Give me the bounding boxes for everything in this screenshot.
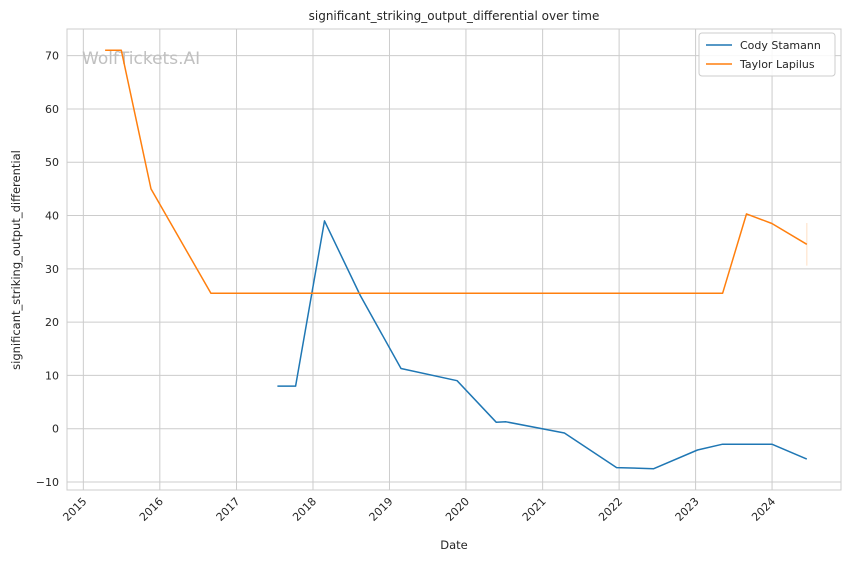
y-tick-label: 20	[45, 316, 59, 329]
chart-title: significant_striking_output_differential…	[309, 9, 600, 23]
x-axis-title: Date	[440, 538, 468, 552]
y-tick-label: 50	[45, 156, 59, 169]
legend-box	[698, 32, 836, 77]
y-tick-label: 0	[52, 423, 59, 436]
x-tick-label: 2018	[290, 495, 319, 524]
watermark: WolfTickets.AI	[82, 49, 200, 69]
plot-area-frame	[66, 28, 842, 491]
y-axis-ticks: −10 0 10 20 30 40 50 60 70	[36, 50, 59, 489]
series-line-taylor-lapilus	[105, 49, 808, 295]
y-tick-label: 40	[45, 210, 59, 223]
x-axis-ticks: 2015 2016 2017 2018 2019 2020 2021 2022 2023 2024	[60, 495, 778, 524]
x-tick-label: 2015	[60, 495, 89, 524]
x-tick-label: 2021	[520, 495, 549, 524]
legend-label-taylor-lapilus: Taylor Lapilus	[739, 58, 815, 71]
y-tick-label: −10	[36, 476, 59, 489]
legend: Cody Stamann Taylor Lapilus	[698, 32, 836, 77]
x-tick-label: 2019	[367, 495, 396, 524]
y-axis-title: significant_striking_output_differential	[9, 150, 23, 370]
x-tick-label: 2017	[214, 495, 243, 524]
x-tick-label: 2022	[596, 495, 625, 524]
series-lines	[105, 49, 808, 470]
y-tick-label: 30	[45, 263, 59, 276]
x-tick-label: 2023	[673, 495, 702, 524]
x-tick-label: 2024	[749, 495, 778, 524]
y-tick-label: 10	[45, 369, 59, 382]
y-tick-label: 70	[45, 50, 59, 63]
grid	[67, 29, 841, 490]
series-line-cody-stamann	[277, 220, 808, 470]
legend-label-cody-stamann: Cody Stamann	[740, 39, 821, 52]
x-tick-label: 2016	[137, 495, 166, 524]
y-tick-label: 60	[45, 103, 59, 116]
x-tick-label: 2020	[443, 495, 472, 524]
